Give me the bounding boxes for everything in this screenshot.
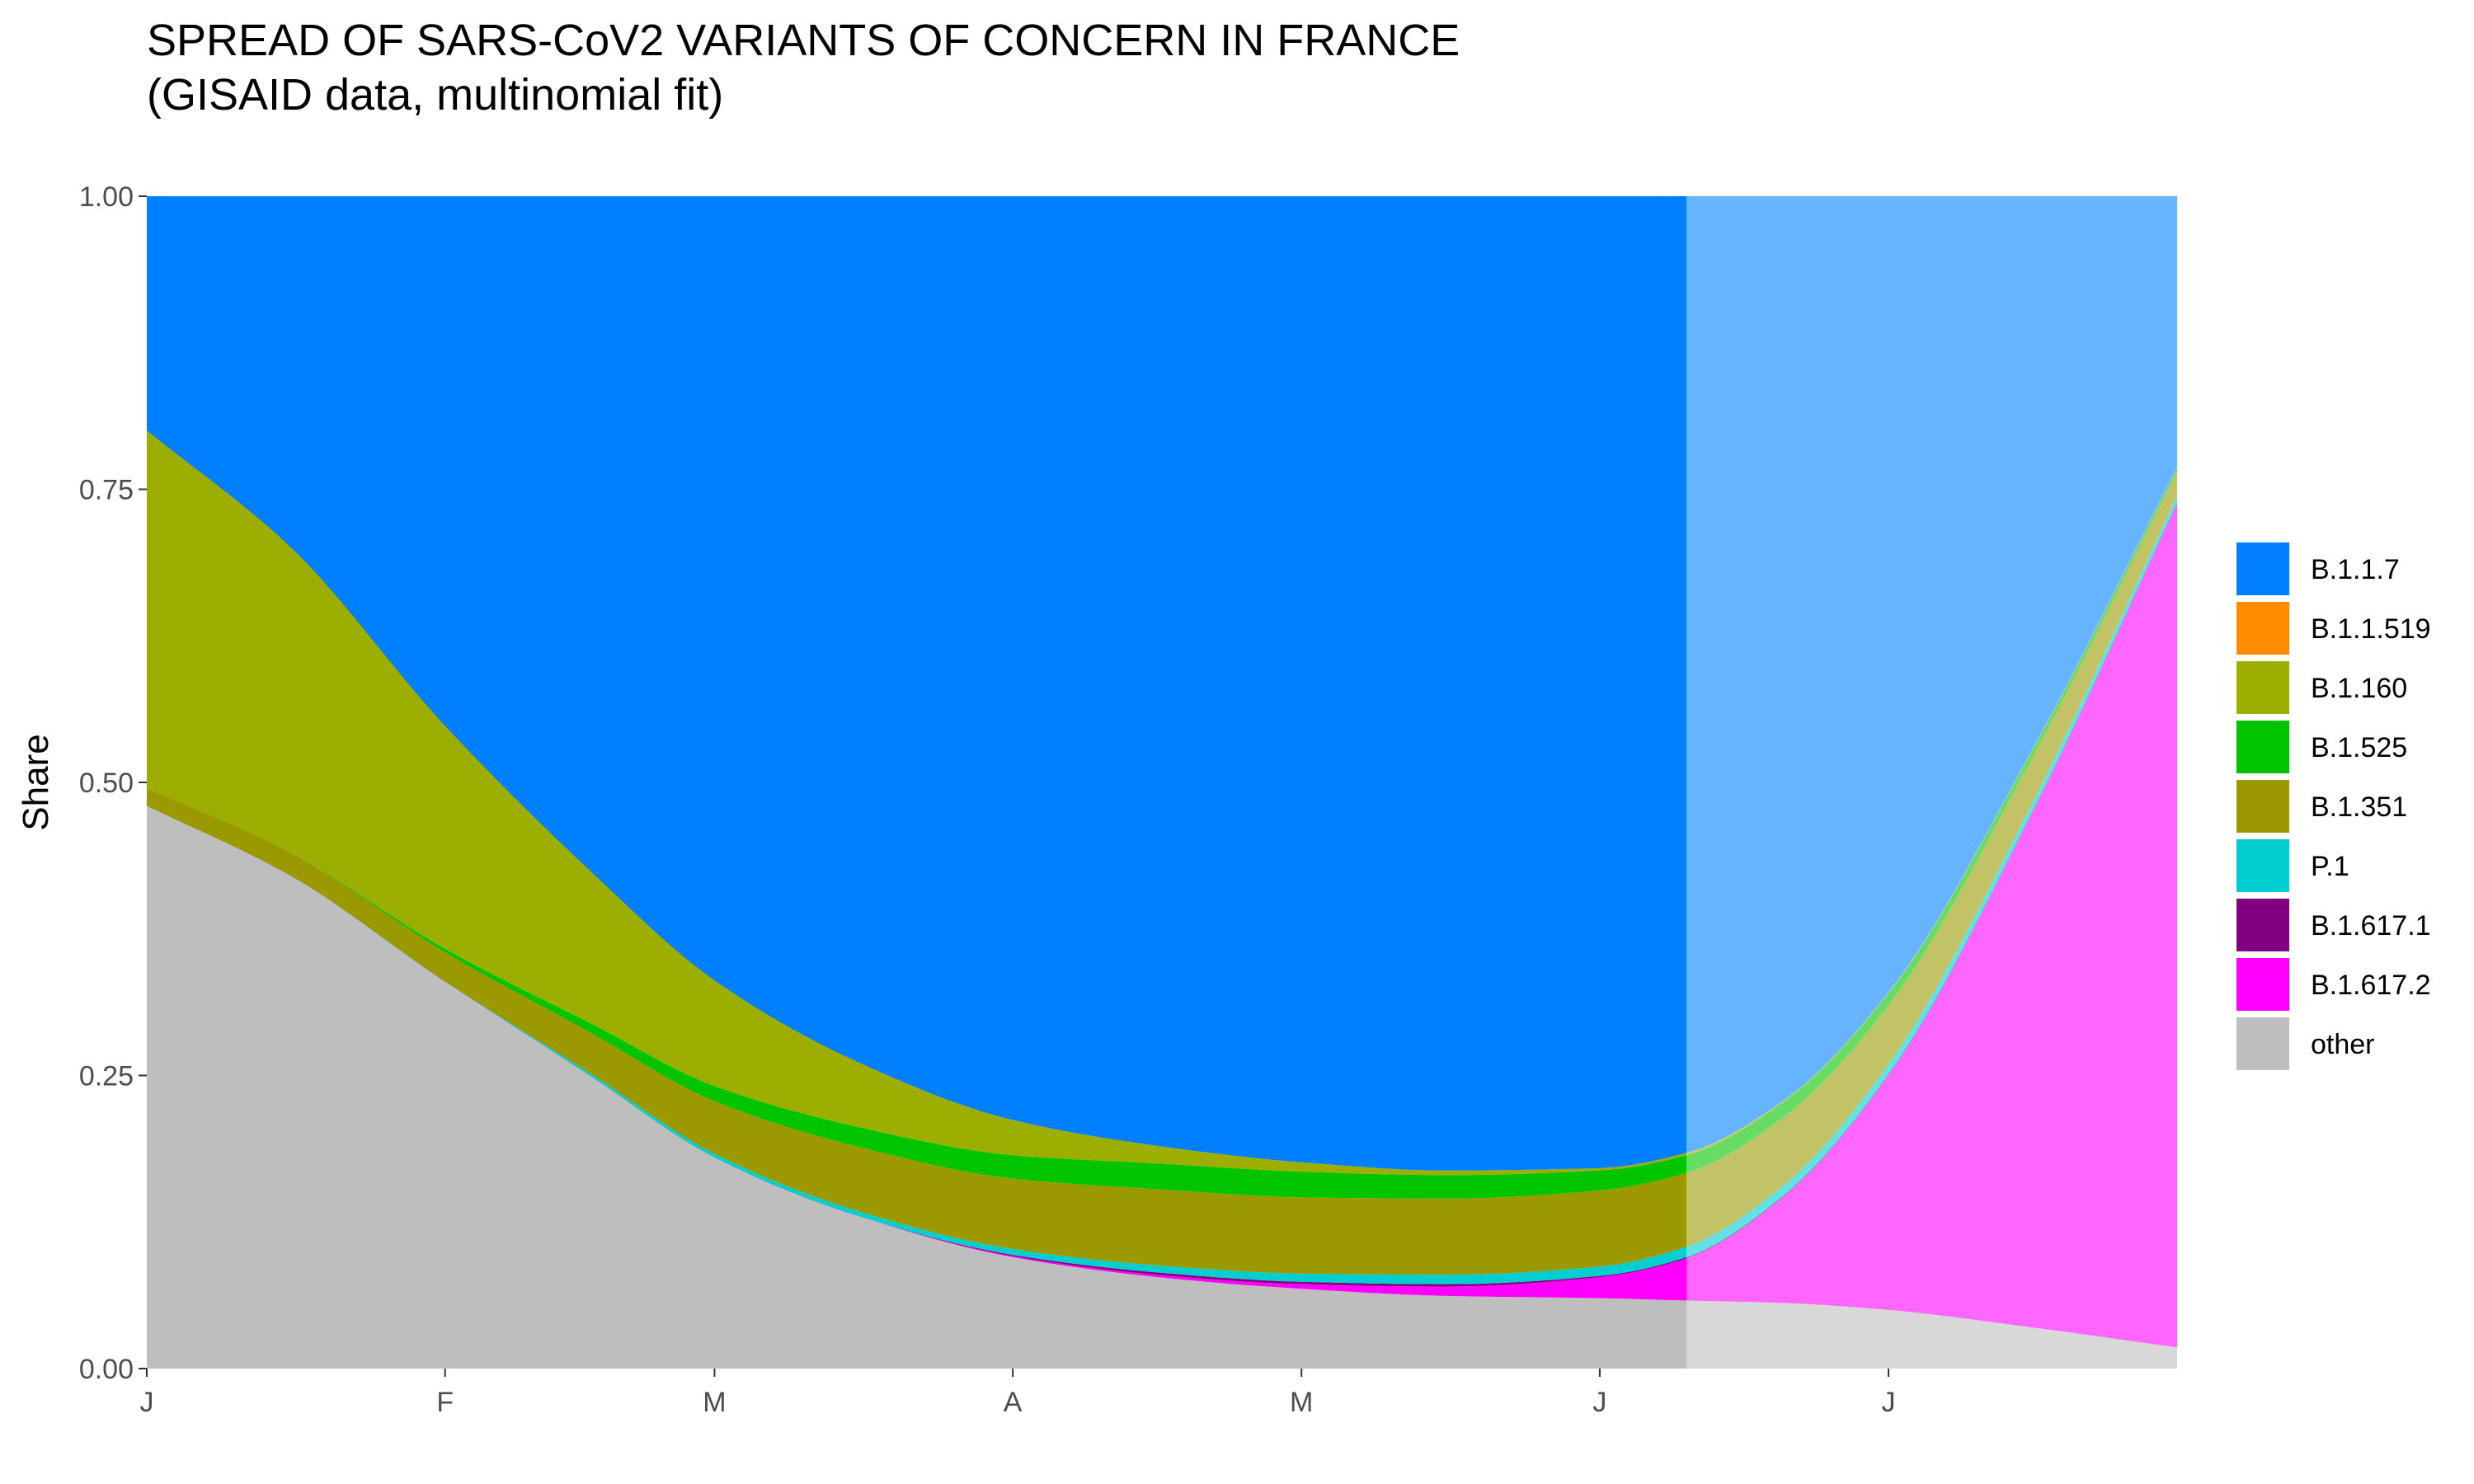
legend-label-b-1-525: B.1.525 xyxy=(2311,732,2407,763)
y-axis-title: Share xyxy=(16,734,56,830)
legend: B.1.1.7 B.1.1.519 B.1.160 B.1.525 B.1.351 P.1… xyxy=(2236,542,2431,1070)
legend-key-b-1-160 xyxy=(2236,661,2289,714)
legend-key-b-1-525 xyxy=(2236,721,2289,773)
legend-key-b-1-1-7 xyxy=(2236,542,2289,595)
x-tick-label: M xyxy=(703,1387,726,1418)
x-tick-label: M xyxy=(1290,1387,1313,1418)
chart-title: SPREAD OF SARS-CoV2 VARIANTS OF CONCERN … xyxy=(147,16,1460,65)
area-other xyxy=(147,805,2177,1369)
legend-key-b-1-351 xyxy=(2236,780,2289,833)
legend-label-b-1-1-7: B.1.1.7 xyxy=(2311,554,2400,585)
legend-key-b-1-1-519 xyxy=(2236,602,2289,655)
chart-subtitle: (GISAID data, multinomial fit) xyxy=(147,70,724,120)
y-tick-label: 0.00 xyxy=(79,1354,134,1385)
axes: 0.00 0.25 0.50 0.75 1.00 J F M A M J J Share xyxy=(16,181,1895,1418)
x-tick-label: J xyxy=(1592,1387,1606,1418)
legend-label-other: other xyxy=(2311,1029,2375,1060)
legend-label-b-1-617-2: B.1.617.2 xyxy=(2311,970,2431,1001)
x-tick-label: J xyxy=(140,1387,154,1418)
x-tick-label: A xyxy=(1004,1387,1023,1418)
projection-overlay xyxy=(1686,196,2177,1369)
legend-label-b-1-351: B.1.351 xyxy=(2311,791,2407,823)
stacked-areas xyxy=(147,196,2177,1369)
legend-key-p-1 xyxy=(2236,839,2289,892)
y-tick-label: 0.50 xyxy=(79,768,134,799)
legend-label-b-1-617-1: B.1.617.1 xyxy=(2311,910,2431,942)
area-b-1-351 xyxy=(147,472,2177,1275)
legend-key-b-1-617-2 xyxy=(2236,958,2289,1011)
chart-title-block: SPREAD OF SARS-CoV2 VARIANTS OF CONCERN … xyxy=(147,13,1460,122)
y-tick-label: 1.00 xyxy=(79,181,134,213)
legend-label-b-1-160: B.1.160 xyxy=(2311,673,2407,704)
area-b-1-617-2 xyxy=(147,503,2177,1348)
x-tick-label: F xyxy=(436,1387,454,1418)
area-b-1-160 xyxy=(147,430,2177,1176)
legend-key-other xyxy=(2236,1017,2289,1070)
legend-label-p-1: P.1 xyxy=(2311,851,2349,882)
y-tick-label: 0.25 xyxy=(79,1061,134,1092)
legend-key-b-1-617-1 xyxy=(2236,899,2289,951)
x-tick-label: J xyxy=(1881,1387,1895,1418)
area-b-1-1-7 xyxy=(147,196,2177,1171)
legend-label-b-1-1-519: B.1.1.519 xyxy=(2311,613,2431,645)
y-tick-label: 0.75 xyxy=(79,475,134,506)
projection-overlay-layer xyxy=(1686,196,2177,1369)
